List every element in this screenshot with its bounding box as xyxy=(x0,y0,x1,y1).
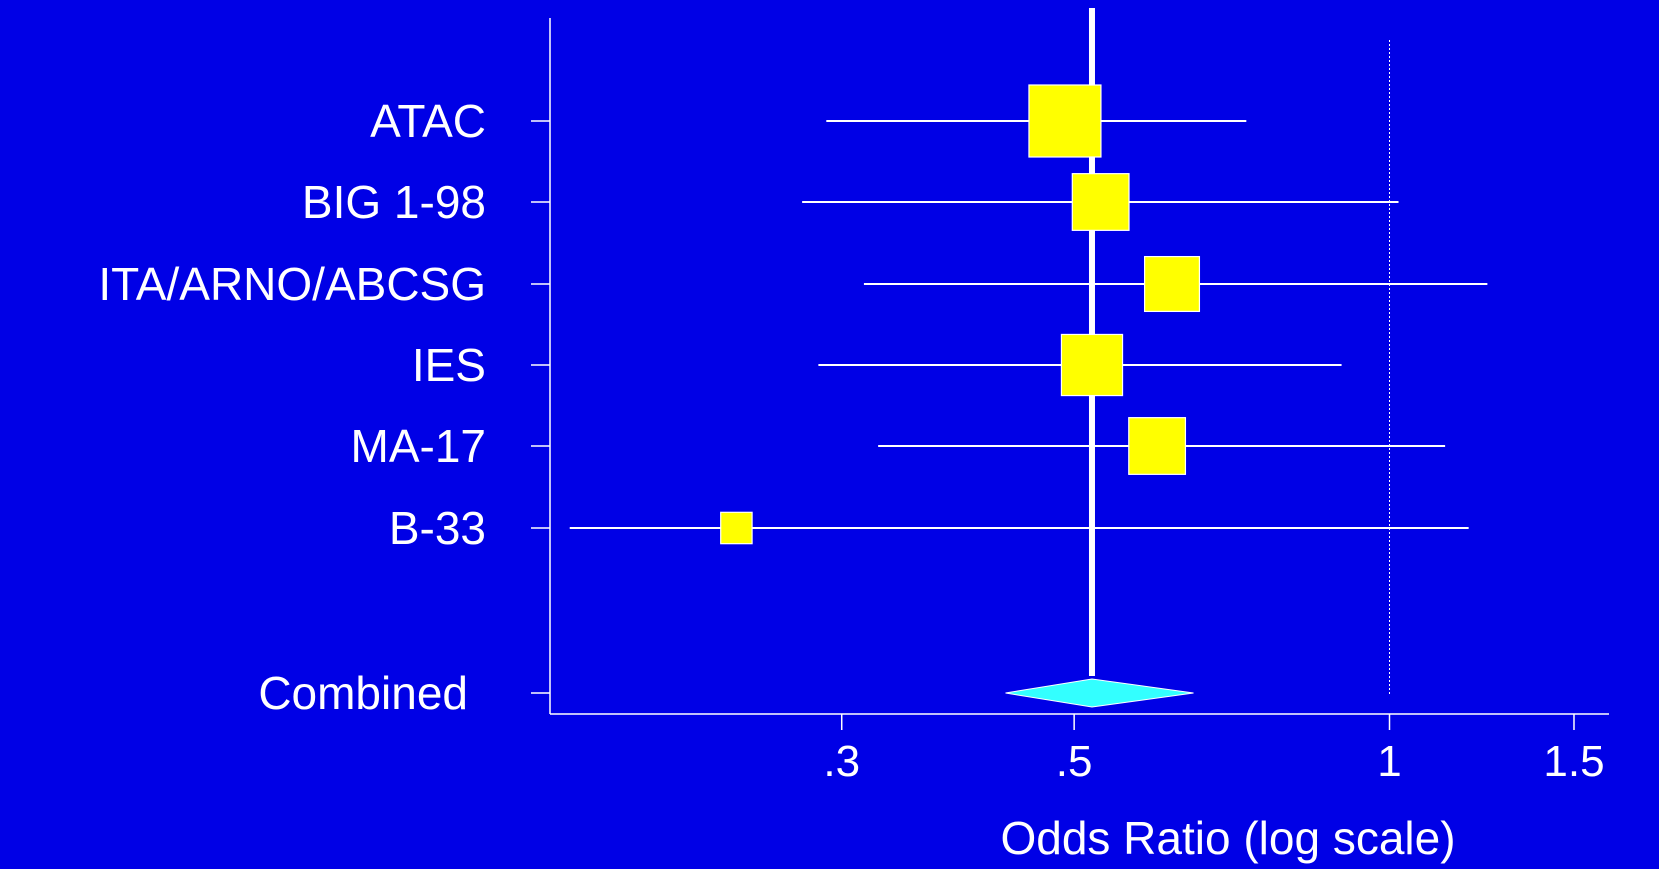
study-box xyxy=(1128,417,1187,475)
study-box xyxy=(1060,333,1124,397)
study-box xyxy=(1028,84,1102,158)
x-tick-label: .5 xyxy=(1056,737,1093,786)
study-label: B-33 xyxy=(389,502,486,554)
study-box xyxy=(720,511,753,545)
combined-label: Combined xyxy=(258,667,468,719)
chart-marks: ATAC BIG 1-98 ITA/ARNO/ABCSG IES MA-17 B-33 Co… xyxy=(98,84,1605,786)
study-box xyxy=(1071,173,1130,231)
study-label: MA-17 xyxy=(351,420,486,472)
x-tick-label: 1.5 xyxy=(1543,737,1604,786)
combined-diamond xyxy=(1005,678,1194,708)
x-tick-label: .3 xyxy=(823,737,860,786)
study-box xyxy=(1143,255,1201,313)
x-axis-title: Odds Ratio (log scale) xyxy=(1000,812,1455,864)
study-label: IES xyxy=(412,339,486,391)
study-label: ITA/ARNO/ABCSG xyxy=(98,258,486,310)
study-label: ATAC xyxy=(370,95,486,147)
x-tick-label: 1 xyxy=(1377,737,1401,786)
study-label: BIG 1-98 xyxy=(302,176,486,228)
